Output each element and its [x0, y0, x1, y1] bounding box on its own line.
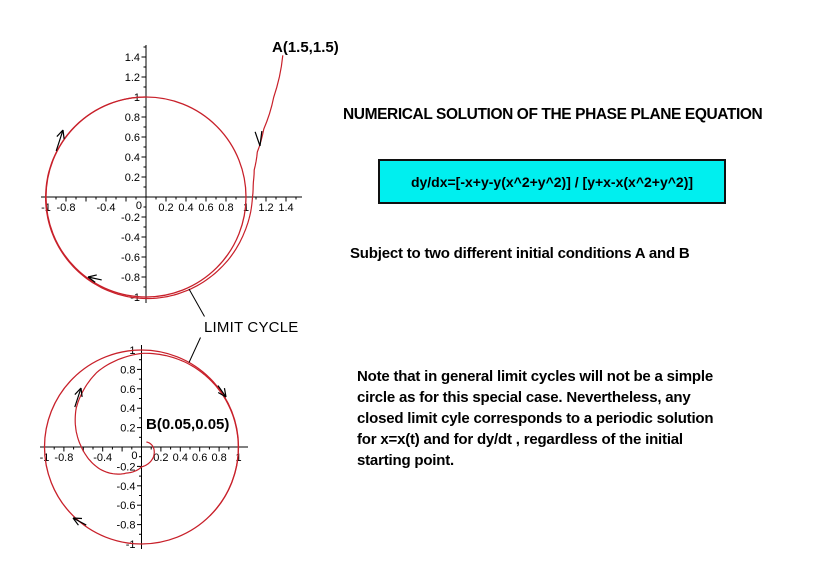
- direction-arrow: [217, 385, 227, 398]
- direction-arrow: [87, 274, 102, 283]
- initial-condition-a-label: A(1.5,1.5): [272, 39, 339, 56]
- y-tick-label: -0.6: [121, 252, 140, 264]
- x-tick-label: 0.8: [218, 202, 233, 214]
- direction-arrow: [55, 129, 65, 152]
- y-tick-label: -0.2: [117, 461, 136, 473]
- x-tick-label: 0.4: [173, 452, 188, 464]
- direction-arrow: [72, 517, 87, 526]
- x-tick-label: 1.4: [278, 202, 293, 214]
- y-tick-label: -0.4: [121, 232, 140, 244]
- subtitle-text: Subject to two different initial conditi…: [350, 245, 690, 262]
- trajectory-curve: [74, 352, 239, 517]
- origin-label: 0: [136, 200, 142, 212]
- y-tick-label: 1.2: [125, 72, 140, 84]
- y-tick-label: 0.4: [120, 403, 135, 415]
- direction-arrow: [74, 387, 83, 408]
- y-tick-label: 0.6: [125, 132, 140, 144]
- direction-arrow: [254, 131, 263, 147]
- y-tick-label: 0.8: [120, 364, 135, 376]
- page-title: NUMERICAL SOLUTION OF THE PHASE PLANE EQ…: [343, 106, 763, 123]
- y-tick-label: -1: [126, 539, 136, 551]
- limit-cycle-callout-line: [188, 337, 201, 363]
- note-line: starting point.: [357, 452, 454, 469]
- y-tick-label: -0.8: [121, 272, 140, 284]
- y-tick-label: 0.8: [125, 112, 140, 124]
- y-tick-label: 0.6: [120, 384, 135, 396]
- y-tick-label: 0.2: [125, 172, 140, 184]
- note-line: circle as for this special case. Neverth…: [357, 389, 691, 406]
- x-tick-label: 0.2: [158, 202, 173, 214]
- phase-plot-bottom: -1 -0.8 -0.4 0.2 0.4 0.6 0.8 110.80.60.40.2-0.2…: [40, 345, 248, 551]
- x-tick-label: -0.4: [93, 452, 112, 464]
- initial-condition-b-label: B(0.05,0.05): [146, 416, 230, 433]
- phase-plot-top: -1 -0.8 -0.4 0.2 0.4 0.6 0.8 1 1.2 1.41.41.210.80…: [41, 45, 302, 304]
- limit-cycle-callout-line: [188, 288, 205, 317]
- y-tick-label: -0.8: [117, 520, 136, 532]
- limit-cycle-label: LIMIT CYCLE: [204, 319, 299, 336]
- x-tick-label: 0.6: [192, 452, 207, 464]
- x-tick-label: 0.6: [198, 202, 213, 214]
- x-tick-label: 0.8: [211, 452, 226, 464]
- equation-box: dy/dx=[-x+y-y(x^2+y^2)] / [y+x-x(x^2+y^2…: [378, 159, 726, 204]
- note-line: Note that in general limit cycles will n…: [357, 368, 713, 385]
- x-tick-label: -0.4: [97, 202, 116, 214]
- equation-text: dy/dx=[-x+y-y(x^2+y^2)] / [y+x-x(x^2+y^2…: [410, 173, 694, 190]
- y-tick-label: -0.6: [117, 500, 136, 512]
- y-tick-label: 0.4: [125, 152, 140, 164]
- x-tick-label: -0.8: [54, 452, 73, 464]
- y-tick-label: 0.2: [120, 423, 135, 435]
- x-tick-label: 0.2: [153, 452, 168, 464]
- note-line: for x=x(t) and for dy/dt , regardless of…: [357, 431, 683, 448]
- y-tick-label: -0.2: [121, 212, 140, 224]
- x-tick-label: 0.4: [178, 202, 193, 214]
- x-tick-label: -0.8: [57, 202, 76, 214]
- note-line: closed limit cyle corresponds to a perio…: [357, 410, 714, 427]
- x-tick-label: 1.2: [258, 202, 273, 214]
- origin-label: 0: [131, 450, 137, 462]
- note-paragraph: Note that in general limit cycles will n…: [357, 366, 714, 471]
- y-tick-label: -0.4: [117, 481, 136, 493]
- trajectory-curve: [45, 55, 284, 300]
- y-tick-label: 1.4: [125, 52, 140, 64]
